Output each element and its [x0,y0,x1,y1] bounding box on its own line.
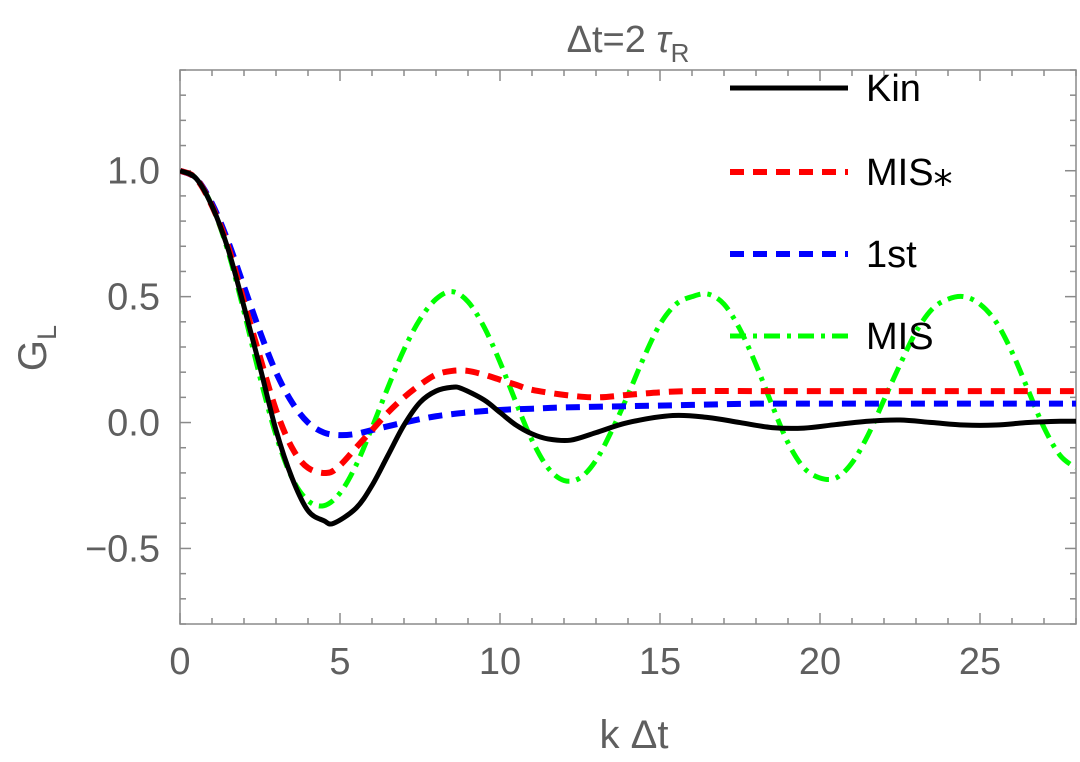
x-tick-label: 5 [329,641,350,683]
y-tick-label: −0.5 [85,528,160,570]
series-line-kin [180,168,1076,527]
chart-title: Δt=2 τR [567,19,690,68]
series-line-mis [180,168,1076,509]
legend-label: Kin [866,68,921,110]
series-line-mis [180,167,1076,476]
y-tick-label: 0.0 [107,403,160,445]
x-tick-label: 0 [169,641,190,683]
y-tick-label: 0.5 [107,277,160,319]
x-tick-label: 25 [959,641,1001,683]
x-axis-title: k Δt [600,713,669,757]
legend-label: 1st [866,234,917,276]
y-axis-title: GL [11,325,62,371]
x-tick-label: 10 [479,641,521,683]
legend-label: MIS [866,316,934,358]
x-tick-label: 20 [799,641,841,683]
legend-label: MIS⁎ [866,152,953,194]
y-tick-label: 1.0 [107,151,160,193]
x-tick-label: 15 [639,641,681,683]
